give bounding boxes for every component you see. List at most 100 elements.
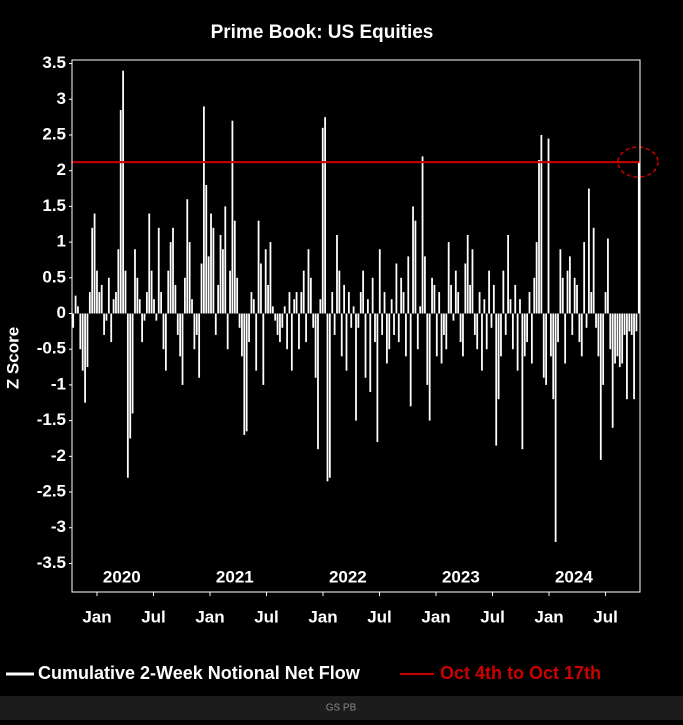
bar (504, 313, 507, 335)
bar (416, 313, 419, 350)
y-tick-label: 0 (57, 303, 66, 322)
y-tick-label: 1.5 (42, 196, 66, 215)
bar (383, 292, 386, 314)
bar (592, 227, 595, 314)
bar (542, 313, 545, 378)
bar (616, 313, 619, 357)
footer: GS PB (326, 703, 357, 714)
bar (331, 292, 334, 314)
bar (338, 270, 341, 314)
bar (386, 313, 388, 364)
bar (533, 277, 536, 314)
bar (462, 313, 464, 357)
bar (554, 313, 557, 543)
bar (207, 256, 210, 314)
bar (452, 313, 455, 321)
bar (597, 313, 600, 357)
bar (526, 313, 529, 343)
bar (514, 284, 517, 314)
bar (96, 270, 98, 314)
y-tick-label: -0.5 (37, 339, 66, 358)
bar (607, 238, 609, 314)
bar (402, 292, 405, 314)
bar (245, 313, 248, 432)
bar (222, 249, 224, 314)
bar (545, 313, 548, 385)
bar (637, 162, 640, 314)
bar (288, 292, 291, 314)
bar (576, 284, 578, 314)
bar (126, 313, 129, 478)
bar (328, 313, 331, 478)
bar (290, 313, 293, 371)
bar (364, 313, 367, 378)
y-tick-label: -3.5 (37, 553, 66, 572)
bar (255, 313, 258, 371)
y-tick-label: -2.5 (37, 482, 66, 501)
bar (590, 292, 593, 314)
bar (454, 270, 457, 314)
bar (435, 313, 438, 357)
bar (478, 292, 481, 314)
bar (412, 206, 414, 314)
bar (426, 313, 429, 385)
bar (511, 313, 514, 350)
bar (179, 313, 182, 357)
bar (447, 242, 450, 314)
bar (319, 299, 322, 314)
bar (72, 313, 75, 328)
bar (390, 299, 393, 314)
bar (198, 313, 201, 378)
bar (485, 313, 488, 350)
x-tick-label: Jul (480, 607, 505, 626)
bar (269, 242, 272, 314)
bar (457, 292, 460, 314)
bar (421, 156, 424, 314)
bar (445, 313, 448, 350)
bar (88, 292, 91, 314)
bar (226, 313, 229, 350)
bar (602, 313, 605, 385)
bar (626, 313, 628, 400)
bar (583, 242, 586, 314)
bar (162, 313, 165, 350)
bar (469, 284, 471, 314)
bar (210, 213, 212, 314)
bar (580, 313, 583, 357)
bar (324, 117, 326, 314)
year-label: 2022 (329, 567, 367, 586)
x-tick-label: Jul (254, 607, 279, 626)
bar (314, 313, 317, 378)
bar (169, 242, 172, 314)
bar (105, 313, 108, 321)
bar (150, 270, 153, 314)
bar (497, 313, 500, 400)
bar (250, 292, 253, 314)
bar (611, 313, 614, 428)
bar (549, 313, 552, 357)
bar (450, 284, 452, 314)
bar (252, 299, 255, 314)
bar (405, 313, 407, 357)
bar (431, 277, 433, 314)
bar (345, 313, 348, 371)
y-tick-label: 2.5 (42, 124, 66, 143)
bar (138, 299, 141, 314)
y-tick-label: -1.5 (37, 410, 66, 429)
bar (559, 249, 562, 314)
bar (573, 277, 576, 314)
bar (100, 284, 103, 314)
bar (203, 106, 205, 314)
bar (409, 313, 412, 407)
bar (362, 270, 365, 314)
bar (564, 313, 567, 364)
bar (188, 242, 191, 314)
bar (276, 313, 279, 335)
bar (200, 263, 203, 314)
bar (164, 313, 167, 371)
year-label: 2024 (555, 567, 593, 586)
bar (172, 227, 174, 314)
bar (502, 270, 505, 314)
y-tick-label: 3.5 (42, 53, 66, 72)
bar (295, 292, 298, 314)
